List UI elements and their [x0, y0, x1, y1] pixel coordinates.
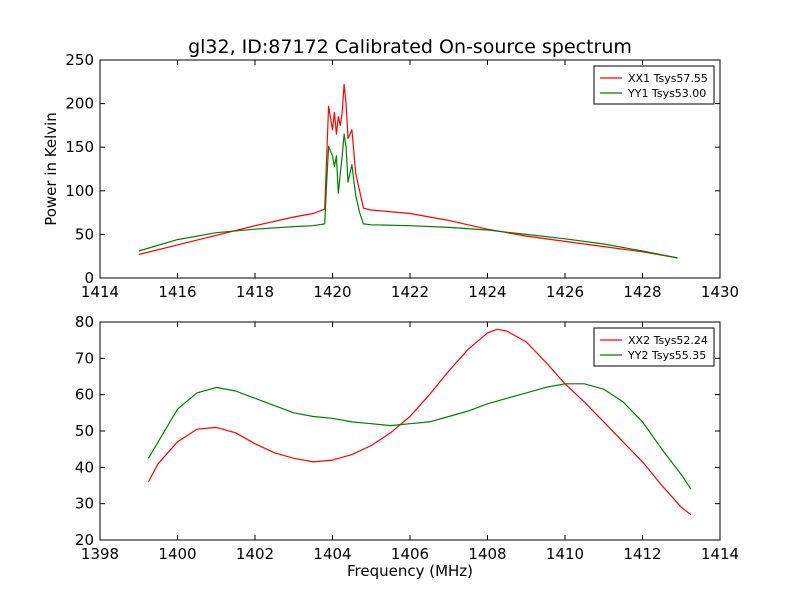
y-tick-label: 100 — [65, 182, 94, 200]
chart-title: gl32, ID:87172 Calibrated On-source spec… — [188, 36, 632, 58]
x-tick-label: 1426 — [546, 283, 584, 301]
y-tick-label: 200 — [65, 95, 94, 113]
y-tick-label: 250 — [65, 51, 94, 69]
x-tick-label: 1406 — [391, 545, 429, 563]
y-tick-label: 50 — [75, 225, 94, 243]
x-tick-label: 1412 — [623, 545, 661, 563]
top-panel: 1414 1416 1418 1420 1422 1424 1426 1428 1430 0 50 1… — [65, 51, 739, 301]
x-tick-label: 1414 — [701, 545, 739, 563]
y-tick-label: 150 — [65, 138, 94, 156]
x-tick-label: 1400 — [158, 545, 196, 563]
x-tick-label: 1416 — [158, 283, 196, 301]
y-tick-label: 30 — [75, 495, 94, 513]
series-line-xx2 — [147, 328, 692, 516]
x-tick-label: 1408 — [468, 545, 506, 563]
x-tick-label: 1424 — [468, 283, 506, 301]
x-tick-label: 1402 — [236, 545, 274, 563]
y-tick-label: 50 — [75, 422, 94, 440]
x-tick-label: 1422 — [391, 283, 429, 301]
y-tick-label: 70 — [75, 349, 94, 367]
series-line-xx1 — [138, 83, 678, 259]
x-tick-label: 1430 — [701, 283, 739, 301]
bottom-panel: 1398 1400 1402 1404 1406 1408 1410 1412 1414 20 30… — [75, 313, 739, 563]
legend-0: XX1 Tsys57.55 YY1 Tsys53.00 — [593, 65, 715, 105]
x-tick-label: 1420 — [313, 283, 351, 301]
y-tick-label: 60 — [75, 386, 94, 404]
y-tick-label: 40 — [75, 458, 94, 476]
x-axis-label: Frequency (MHz) — [347, 562, 473, 580]
legend-box — [593, 327, 715, 367]
y-tick-label: 80 — [75, 313, 94, 331]
legend-entry: XX1 Tsys57.55 — [628, 72, 708, 85]
y-axis-label: Power in Kelvin — [42, 112, 60, 226]
legend-entry: YY2 Tsys55.35 — [627, 349, 706, 362]
y-tick-label: 0 — [84, 269, 94, 287]
x-tick-label: 1398 — [81, 545, 119, 563]
legend-box — [593, 65, 715, 105]
x-tick-label: 1410 — [546, 545, 584, 563]
x-tick-label: 1418 — [236, 283, 274, 301]
x-tick-label: 1404 — [313, 545, 351, 563]
legend-entry: YY1 Tsys53.00 — [627, 87, 706, 100]
series-line-yy2 — [147, 383, 692, 490]
y-tick-label: 20 — [75, 531, 94, 549]
legend-entry: XX2 Tsys52.24 — [628, 334, 708, 347]
series-line-yy1 — [138, 133, 678, 259]
x-tick-label: 1428 — [623, 283, 661, 301]
x-tick-label: 1414 — [81, 283, 119, 301]
legend-1: XX2 Tsys52.24 YY2 Tsys55.35 — [593, 327, 715, 367]
